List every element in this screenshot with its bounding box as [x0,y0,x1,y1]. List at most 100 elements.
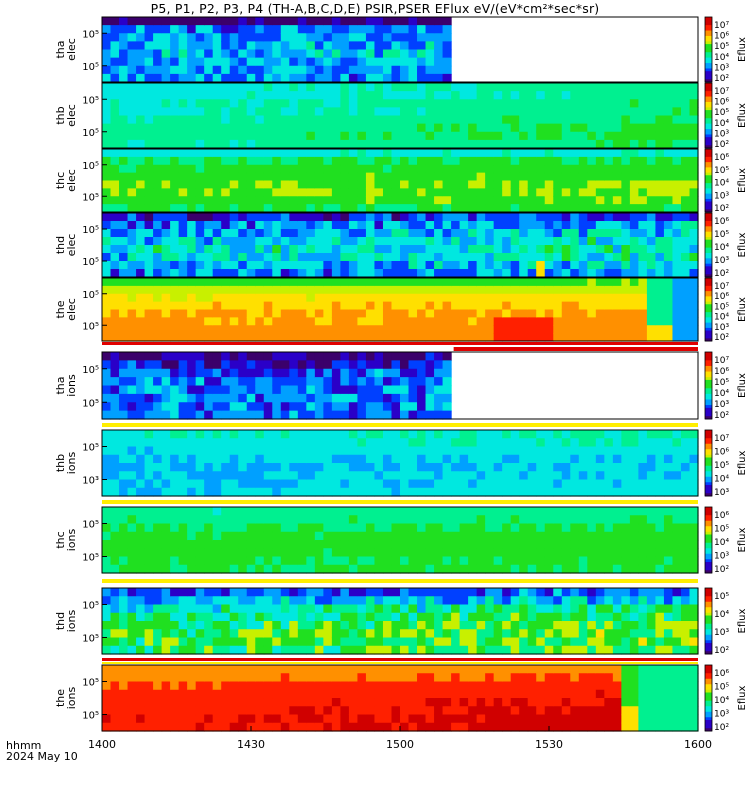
heatmap-cell [204,131,214,141]
heatmap-cell [161,253,171,262]
heatmap-cell [442,196,452,205]
heatmap-cell [459,229,469,238]
heatmap-cell [408,515,418,525]
heatmap-cell [289,604,299,614]
heatmap-cell [306,301,316,311]
heatmap-cell [238,149,248,158]
heatmap-cell [578,548,588,558]
heatmap-cell [323,507,333,516]
heatmap-cell [527,507,537,516]
heatmap-cell [144,681,154,691]
heatmap-cell [672,604,682,614]
heatmap-cell [255,253,265,262]
heatmap-cell [434,115,444,125]
heatmap-cell [331,204,341,213]
heatmap-cell [204,531,214,541]
heatmap-cell [110,393,120,403]
heatmap-cell [297,446,307,456]
heatmap-cell [153,180,163,189]
heatmap-cell [255,556,265,566]
heatmap-cell [680,204,691,213]
heatmap-cell [195,393,205,403]
heatmap-cell [272,188,282,197]
heatmap-cell [153,402,163,412]
heatmap-cell [280,377,290,387]
heatmap-cell [229,278,239,287]
heatmap-cell [587,604,597,614]
heatmap-cell [110,621,120,630]
heatmap-cell [476,188,486,197]
heatmap-cell [306,596,316,606]
heatmap-cell [212,204,222,213]
heatmap-cell [127,430,137,439]
heatmap-cell [689,507,699,516]
heatmap-cell [493,333,503,342]
heatmap-cell [638,261,648,270]
heatmap-cell [246,325,256,334]
heatmap-cell [187,253,197,262]
heatmap-cell [110,188,120,197]
heatmap-cell [434,317,444,326]
heatmap-cell [340,269,350,278]
heatmap-cell [161,91,171,100]
heatmap-cell [178,196,188,205]
heatmap-cell [587,149,597,158]
heatmap-cell [553,430,563,439]
heatmap-cell [119,673,129,683]
heatmap-cell [119,131,129,141]
heatmap-cell [553,123,563,133]
heatmap-cell [544,621,554,630]
heatmap-cell [638,139,648,149]
heatmap-cell [459,131,469,141]
heatmap-cell [595,531,605,541]
heatmap-cell [144,204,154,213]
heatmap-cell [229,293,239,303]
heatmap-cell [638,463,648,472]
heatmap-cell [119,33,129,42]
colorbar-segment [705,476,712,480]
heatmap-cell [272,629,282,639]
heatmap-cell [331,25,341,34]
colorbar-segment [705,101,712,106]
heatmap-cell [680,548,691,558]
heatmap-cell [280,385,290,395]
heatmap-cell [374,172,384,182]
colorbar-tick-label: 10² [714,140,729,150]
heatmap-cell [417,430,427,439]
heatmap-cell [238,612,248,622]
heatmap-cell [561,487,571,497]
heatmap-cell [536,325,546,334]
heatmap-cell [663,325,674,334]
heatmap-cell [544,325,554,334]
heatmap-cell [102,91,112,100]
heatmap-cell [408,57,418,67]
heatmap-cell [195,123,205,133]
heatmap-cell [519,612,529,622]
heatmap-cell [493,221,503,230]
heatmap-cell [323,515,333,525]
heatmap-cell [238,556,248,566]
heatmap-cell [510,317,520,326]
heatmap-cell [587,612,597,622]
heatmap-cell [127,540,137,549]
heatmap-cell [365,531,376,541]
heatmap-cell [161,621,171,630]
heatmap-cell [663,237,674,246]
heatmap-cell [280,188,290,197]
heatmap-cell [451,540,461,549]
heatmap-cell [246,107,256,117]
heatmap-cell [382,487,393,497]
heatmap-cell [655,261,665,270]
heatmap-cell [195,196,205,205]
heatmap-cell [340,564,350,574]
heatmap-cell [672,99,682,108]
heatmap-cell [348,180,359,189]
heatmap-cell [144,621,154,630]
heatmap-cell [297,309,307,318]
heatmap-cell [391,637,401,647]
heatmap-cell [544,261,554,270]
heatmap-cell [612,269,622,278]
heatmap-cell [365,410,376,420]
heatmap-cell [246,278,256,287]
heatmap-cell [680,261,691,270]
